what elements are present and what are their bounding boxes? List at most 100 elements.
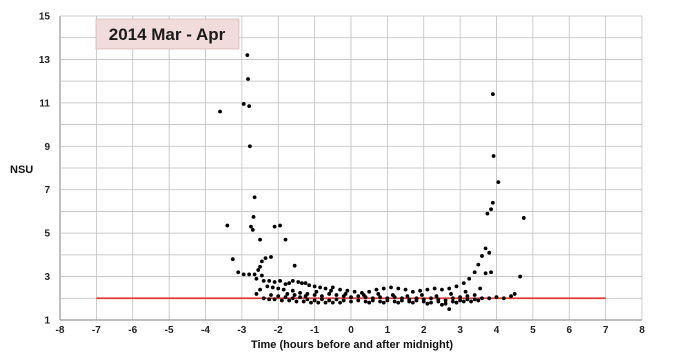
data-point [429,300,433,305]
x-tick-label: 7 [603,325,609,336]
data-point [292,263,297,268]
data-point [258,287,262,292]
data-point [483,246,488,251]
data-point [245,53,250,57]
data-point [467,276,472,281]
data-point [345,288,350,293]
data-point [356,294,361,299]
data-point [338,300,342,305]
x-tick-label: 3 [457,325,463,336]
data-point [276,286,281,291]
data-point [343,292,348,296]
data-point [489,207,493,212]
grid [59,15,643,321]
data-point [278,279,282,283]
data-point [292,293,297,297]
data-point [494,295,499,300]
data-point [338,287,342,292]
x-tick-label: 8 [639,325,645,336]
data-point [283,237,288,242]
data-point [320,297,324,302]
data-point [251,214,256,219]
data-point [279,298,284,303]
data-point [440,287,444,292]
data-points [218,53,526,312]
data-point [509,294,513,299]
x-tick-label: -6 [128,325,137,336]
data-point [323,286,328,291]
data-point [341,298,346,303]
data-point [389,285,393,290]
data-point [230,257,235,262]
x-tick-labels: -8 -7 -6 -5 -4 -3 -2 -1 0 1 2 3 4 5 6 7 8 [56,325,646,336]
data-point [458,295,463,300]
data-point [410,300,415,305]
y-tick-label: 5 [44,229,50,240]
data-point [447,307,452,312]
data-point [396,300,401,305]
data-point [258,237,262,242]
data-point [487,296,492,301]
data-point [305,297,310,302]
data-point [283,295,288,300]
data-point [261,296,266,301]
data-point [259,259,264,264]
data-point [363,299,368,304]
data-point [463,289,468,294]
data-point [323,300,328,305]
data-point [385,298,390,303]
data-point [296,280,301,284]
data-point [287,298,292,303]
data-point [421,299,426,304]
data-point [491,154,496,158]
data-point [256,268,261,272]
data-point [330,300,335,305]
y-tick-label: 3 [44,272,50,283]
data-point [436,299,441,304]
data-point [290,296,295,301]
title-box [95,18,240,50]
data-point [378,299,382,304]
y-tick-label: 13 [39,55,51,66]
data-point [483,271,488,276]
data-point [396,286,401,291]
data-point [461,299,466,304]
data-point [327,298,332,303]
data-point [261,279,266,283]
data-point [252,272,257,277]
data-point [287,281,292,285]
data-point [267,297,272,302]
data-point [225,223,230,228]
data-point [236,270,241,275]
data-point [472,270,477,275]
data-point [314,289,319,294]
data-point [301,299,306,304]
data-point [400,298,404,303]
data-point [465,297,470,302]
data-point [407,299,412,304]
x-tick-label: 5 [530,325,536,336]
data-point [480,254,484,258]
x-axis-label: Time (hours before and after midnight) [251,339,453,351]
data-point [487,250,492,255]
data-point [250,227,255,232]
data-point [521,216,526,220]
data-point [414,298,419,303]
data-point [252,195,257,200]
data-point [281,287,286,292]
data-point [378,295,382,300]
x-tick-label: 2 [421,325,427,336]
data-point [392,299,397,304]
data-point [298,295,302,300]
data-point [447,286,452,291]
data-point [278,223,282,228]
x-tick-label: 6 [566,325,572,336]
data-point [309,300,313,305]
data-point [218,109,222,114]
data-point [276,294,281,299]
data-point [443,298,448,303]
data-point [429,296,433,301]
data-point [472,293,477,297]
data-point [283,282,288,287]
